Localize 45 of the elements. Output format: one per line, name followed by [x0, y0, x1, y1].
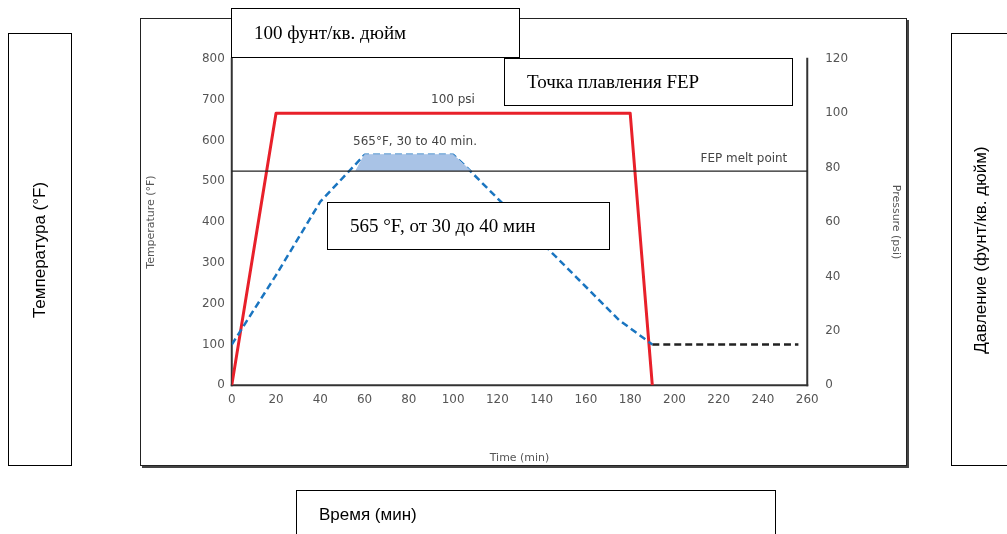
- x-axis-title: Time (min): [488, 451, 550, 465]
- x-tick-label: 20: [268, 391, 284, 406]
- y-tick-label: 400: [201, 214, 225, 229]
- y2-tick-label: 120: [825, 50, 849, 65]
- y-tick-label: 600: [201, 132, 225, 147]
- y2-tick-label: 40: [825, 268, 841, 283]
- x-tick-label: 200: [663, 391, 686, 406]
- x-tick-label: 100: [441, 391, 465, 406]
- y-tick-label: 300: [201, 255, 225, 270]
- x-tick-label: 120: [485, 391, 509, 406]
- y2-tick-label: 20: [825, 323, 841, 338]
- x-tick-label: 60: [356, 391, 373, 406]
- x-tick-label: 160: [574, 391, 598, 406]
- y2-tick-label: 60: [825, 214, 841, 229]
- x-tick-label: 80: [401, 391, 417, 406]
- annotation: 100 psi: [431, 92, 475, 106]
- text-box: Давление (фунт/кв. дюйм): [951, 33, 1007, 466]
- y2-axis-title: Pressure (psi): [889, 184, 903, 260]
- y-axis-title: Temperature (°F): [144, 175, 158, 270]
- y2-tick-label: 80: [825, 159, 841, 174]
- x-tick-label: 260: [795, 391, 819, 406]
- ref-line-label: FEP melt point: [700, 151, 788, 166]
- y2-tick-label: 100: [825, 105, 849, 120]
- x-tick-label: 180: [618, 391, 642, 406]
- y-tick-label: 700: [201, 91, 225, 106]
- text-box: 100 фунт/кв. дюйм: [231, 8, 520, 58]
- x-tick-label: 220: [707, 391, 731, 406]
- line-series: [231, 153, 654, 346]
- x-tick-label: 40: [312, 391, 328, 406]
- text-box: 565 °F, от 30 до 40 мин: [327, 202, 610, 250]
- x-tick-label: 0: [227, 391, 236, 406]
- x-tick-label: 140: [530, 391, 554, 406]
- y-tick-label: 0: [217, 377, 225, 392]
- annotation: 565 °F, от 30 до 40 мин: [350, 215, 536, 237]
- y-tick-label: 500: [201, 173, 225, 188]
- y-tick-label: 100: [201, 336, 225, 351]
- x-tick-label: 240: [751, 391, 775, 406]
- y-tick-label: 200: [201, 295, 225, 310]
- y-tick-label: 800: [201, 50, 225, 65]
- annotation: Точка плавления FEP: [527, 71, 700, 93]
- y2-tick-label: 0: [825, 377, 833, 392]
- text-box: Температура (°F): [8, 33, 72, 466]
- text-box: Точка плавления FEP: [504, 58, 793, 106]
- annotation: 565°F, 30 to 40 min.: [353, 134, 477, 148]
- text-box: Время (мин): [296, 490, 776, 534]
